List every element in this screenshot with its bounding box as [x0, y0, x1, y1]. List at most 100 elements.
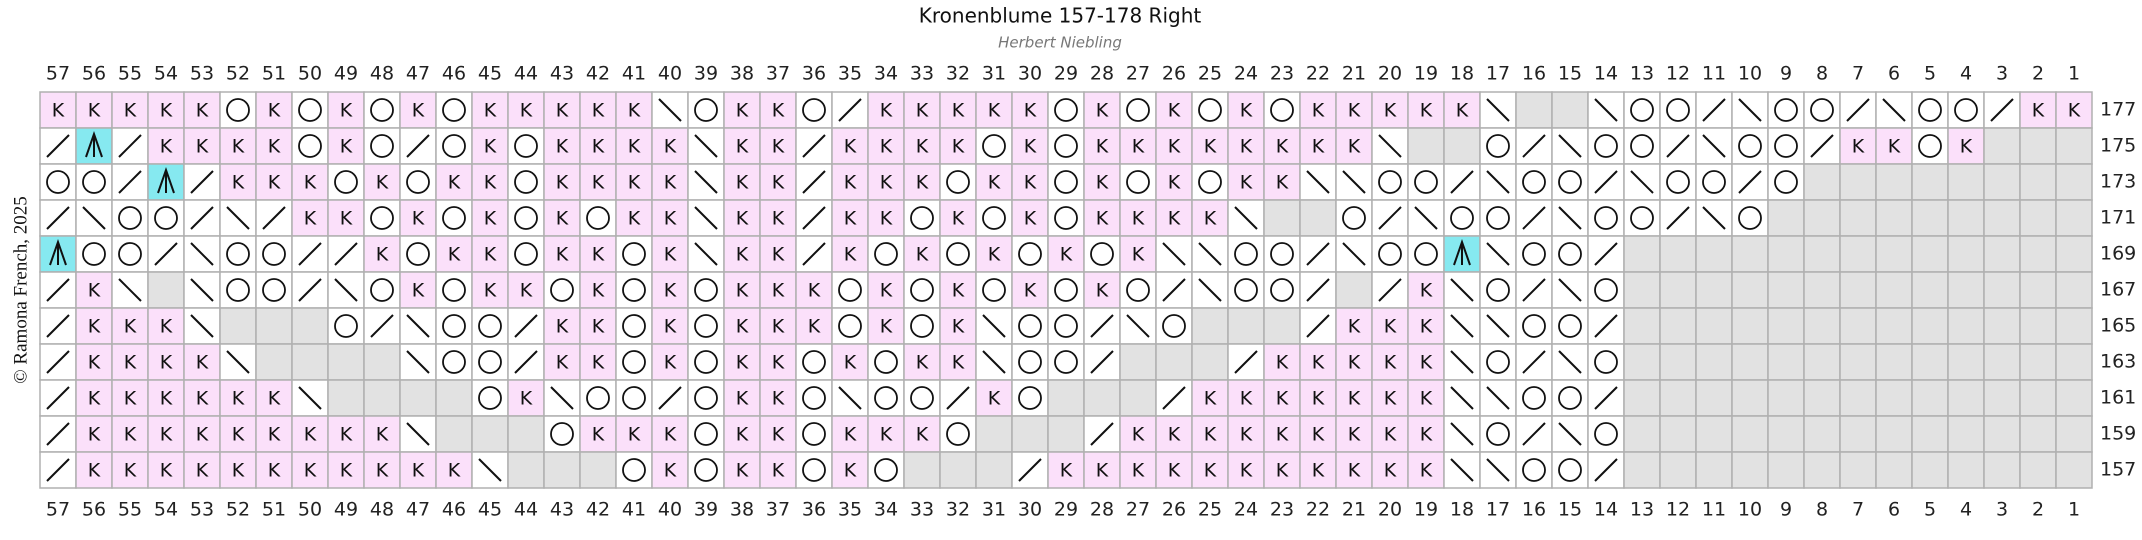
k2tog [46, 278, 70, 302]
cell [1263, 451, 1301, 489]
column-number: 50 [298, 63, 322, 85]
cell [291, 127, 329, 165]
cell [1731, 415, 1769, 453]
k2tog [1594, 458, 1618, 482]
knit-symbol: K [1240, 388, 1253, 410]
yarn-over [262, 242, 286, 266]
knit-symbol: K [1096, 460, 1109, 482]
cell [1263, 163, 1301, 201]
knit-symbol: K [1132, 208, 1145, 230]
cell [939, 343, 977, 381]
cell [435, 91, 473, 129]
cell [1803, 271, 1841, 309]
column-number: 19 [1414, 63, 1438, 85]
knit-symbol: K [520, 280, 533, 302]
cell [111, 451, 149, 489]
ssk [1450, 422, 1474, 446]
knit-symbol: K [1168, 208, 1181, 230]
knit-symbol: K [916, 424, 929, 446]
column-number: 7 [1852, 63, 1864, 85]
knit-symbol: K [1060, 244, 1073, 266]
knit-symbol: K [556, 316, 569, 338]
cell [831, 451, 869, 489]
knit-symbol: K [988, 244, 1001, 266]
knit-symbol: K [736, 460, 749, 482]
knit-symbol: K [772, 136, 785, 158]
knit-symbol: K [448, 244, 461, 266]
cell [219, 415, 257, 453]
column-number: 56 [82, 499, 106, 521]
cell [1947, 271, 1985, 309]
yarn-over [1054, 170, 1078, 194]
yarn-over [82, 242, 106, 266]
k2tog [514, 314, 538, 338]
cell [1839, 199, 1877, 237]
yarn-over [478, 314, 502, 338]
column-number: 57 [46, 63, 70, 85]
yarn-over [1774, 98, 1798, 122]
yarn-over [1738, 206, 1762, 230]
column-number: 4 [1960, 499, 1972, 521]
cell [471, 163, 509, 201]
cell [1047, 415, 1085, 453]
cell [1803, 415, 1841, 453]
yarn-over [1126, 278, 1150, 302]
cell [1695, 235, 1733, 273]
knit-symbol: K [160, 352, 173, 374]
knit-symbol: K [304, 172, 317, 194]
yarn-over [370, 206, 394, 230]
column-number: 51 [262, 63, 286, 85]
cell [1911, 91, 1949, 129]
cell [1407, 379, 1445, 417]
cell [1767, 163, 1805, 201]
cell [1983, 199, 2021, 237]
cell [1767, 271, 1805, 309]
cell [615, 379, 653, 417]
k2tog [118, 134, 142, 158]
yarn-over [442, 314, 466, 338]
knit-symbol: K [1096, 136, 1109, 158]
knit-symbol: K [772, 460, 785, 482]
column-number: 46 [442, 499, 466, 521]
knit-symbol: K [268, 100, 281, 122]
knit-symbol: K [2068, 100, 2081, 122]
ssk [1486, 98, 1510, 122]
knit-symbol: K [736, 136, 749, 158]
yarn-over [1594, 206, 1618, 230]
ssk [1558, 134, 1582, 158]
cell [867, 91, 905, 129]
knit-symbol: K [736, 244, 749, 266]
column-number: 16 [1522, 499, 1546, 521]
knit-symbol: K [592, 100, 605, 122]
k2tog [1090, 422, 1114, 446]
cell [363, 271, 401, 309]
yarn-over [1270, 278, 1294, 302]
cell [1947, 127, 1985, 165]
yarn-over [802, 458, 826, 482]
knit-symbol: K [484, 100, 497, 122]
column-number: 21 [1342, 63, 1366, 85]
cell [399, 199, 437, 237]
cell [1587, 415, 1625, 453]
cell [255, 91, 293, 129]
cell [1695, 163, 1733, 201]
ssk [1558, 422, 1582, 446]
knit-symbol: K [664, 244, 677, 266]
yarn-over [1522, 386, 1546, 410]
cell [1659, 271, 1697, 309]
cell [903, 451, 941, 489]
cell [2019, 379, 2057, 417]
ssk [1162, 242, 1186, 266]
yarn-over [1666, 98, 1690, 122]
yarn-over [694, 386, 718, 410]
cell [1875, 163, 1913, 201]
cell [1659, 415, 1697, 453]
column-number: 22 [1306, 63, 1330, 85]
yarn-over [442, 98, 466, 122]
knit-symbol: K [376, 460, 389, 482]
cell [651, 451, 689, 489]
yarn-over [1630, 98, 1654, 122]
yarn-over [82, 170, 106, 194]
ssk [190, 278, 214, 302]
